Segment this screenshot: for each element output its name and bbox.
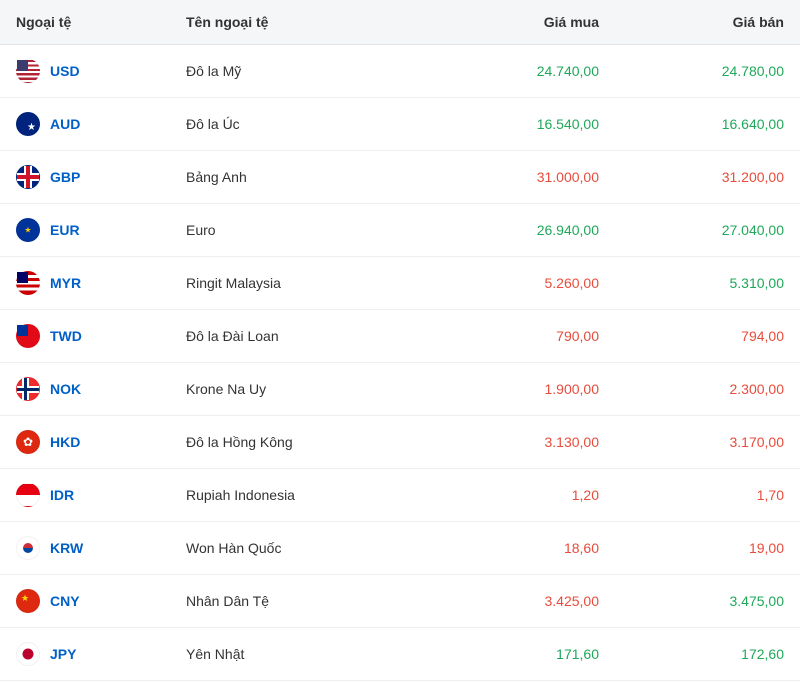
- sell-price: 2.300,00: [615, 363, 800, 416]
- flag-icon: [16, 59, 40, 83]
- table-row: MYR Ringit Malaysia5.260,005.310,00: [0, 257, 800, 310]
- flag-icon: [16, 165, 40, 189]
- table-row: TWD Đô la Đài Loan790,00794,00: [0, 310, 800, 363]
- buy-price: 31.000,00: [430, 151, 615, 204]
- buy-price: 3.130,00: [430, 416, 615, 469]
- currency-cell: KRW: [0, 522, 170, 575]
- buy-price: 16.540,00: [430, 98, 615, 151]
- exchange-rate-table: Ngoại tệ Tên ngoại tệ Giá mua Giá bán US…: [0, 0, 800, 681]
- currency-code-link[interactable]: MYR: [50, 275, 81, 291]
- buy-price: 26.940,00: [430, 204, 615, 257]
- sell-price: 1,70: [615, 469, 800, 522]
- currency-name: Rupiah Indonesia: [170, 469, 430, 522]
- buy-price: 3.425,00: [430, 575, 615, 628]
- currency-name: Ringit Malaysia: [170, 257, 430, 310]
- currency-name: Won Hàn Quốc: [170, 522, 430, 575]
- currency-code-link[interactable]: KRW: [50, 540, 83, 556]
- sell-price: 3.170,00: [615, 416, 800, 469]
- currency-name: Đô la Mỹ: [170, 45, 430, 98]
- table-row: IDR Rupiah Indonesia1,201,70: [0, 469, 800, 522]
- currency-code-link[interactable]: IDR: [50, 487, 74, 503]
- column-header-currency: Ngoại tệ: [0, 0, 170, 45]
- table-row: JPY Yên Nhật171,60172,60: [0, 628, 800, 681]
- currency-cell: AUD: [0, 98, 170, 151]
- column-header-sell: Giá bán: [615, 0, 800, 45]
- currency-cell: USD: [0, 45, 170, 98]
- sell-price: 19,00: [615, 522, 800, 575]
- sell-price: 31.200,00: [615, 151, 800, 204]
- table-row: USD Đô la Mỹ24.740,0024.780,00: [0, 45, 800, 98]
- table-row: KRW Won Hàn Quốc18,6019,00: [0, 522, 800, 575]
- currency-name: Nhân Dân Tệ: [170, 575, 430, 628]
- buy-price: 1.900,00: [430, 363, 615, 416]
- currency-code-link[interactable]: NOK: [50, 381, 81, 397]
- currency-name: Krone Na Uy: [170, 363, 430, 416]
- flag-icon: [16, 483, 40, 507]
- currency-code-link[interactable]: HKD: [50, 434, 80, 450]
- sell-price: 27.040,00: [615, 204, 800, 257]
- currency-name: Đô la Úc: [170, 98, 430, 151]
- sell-price: 3.475,00: [615, 575, 800, 628]
- flag-icon: [16, 642, 40, 666]
- buy-price: 5.260,00: [430, 257, 615, 310]
- flag-icon: [16, 536, 40, 560]
- currency-cell: IDR: [0, 469, 170, 522]
- sell-price: 5.310,00: [615, 257, 800, 310]
- currency-cell: NOK: [0, 363, 170, 416]
- table-header: Ngoại tệ Tên ngoại tệ Giá mua Giá bán: [0, 0, 800, 45]
- flag-icon: [16, 377, 40, 401]
- flag-icon: [16, 589, 40, 613]
- buy-price: 171,60: [430, 628, 615, 681]
- table-row: GBP Bảng Anh31.000,0031.200,00: [0, 151, 800, 204]
- flag-icon: [16, 324, 40, 348]
- currency-cell: GBP: [0, 151, 170, 204]
- sell-price: 794,00: [615, 310, 800, 363]
- sell-price: 172,60: [615, 628, 800, 681]
- sell-price: 24.780,00: [615, 45, 800, 98]
- currency-code-link[interactable]: TWD: [50, 328, 82, 344]
- table-row: AUD Đô la Úc16.540,0016.640,00: [0, 98, 800, 151]
- column-header-name: Tên ngoại tệ: [170, 0, 430, 45]
- currency-cell: EUR: [0, 204, 170, 257]
- buy-price: 790,00: [430, 310, 615, 363]
- currency-cell: HKD: [0, 416, 170, 469]
- currency-code-link[interactable]: EUR: [50, 222, 80, 238]
- currency-cell: TWD: [0, 310, 170, 363]
- table-row: HKD Đô la Hồng Kông3.130,003.170,00: [0, 416, 800, 469]
- currency-name: Yên Nhật: [170, 628, 430, 681]
- table-row: NOK Krone Na Uy1.900,002.300,00: [0, 363, 800, 416]
- currency-code-link[interactable]: USD: [50, 63, 80, 79]
- currency-code-link[interactable]: AUD: [50, 116, 80, 132]
- currency-code-link[interactable]: JPY: [50, 646, 76, 662]
- currency-cell: CNY: [0, 575, 170, 628]
- buy-price: 18,60: [430, 522, 615, 575]
- flag-icon: [16, 112, 40, 136]
- sell-price: 16.640,00: [615, 98, 800, 151]
- currency-cell: JPY: [0, 628, 170, 681]
- currency-code-link[interactable]: GBP: [50, 169, 80, 185]
- flag-icon: [16, 430, 40, 454]
- buy-price: 24.740,00: [430, 45, 615, 98]
- table-body: USD Đô la Mỹ24.740,0024.780,00 AUD Đô la Úc…: [0, 45, 800, 681]
- currency-name: Đô la Hồng Kông: [170, 416, 430, 469]
- table-row: EUR Euro26.940,0027.040,00: [0, 204, 800, 257]
- currency-cell: MYR: [0, 257, 170, 310]
- column-header-buy: Giá mua: [430, 0, 615, 45]
- buy-price: 1,20: [430, 469, 615, 522]
- currency-code-link[interactable]: CNY: [50, 593, 80, 609]
- flag-icon: [16, 271, 40, 295]
- currency-name: Euro: [170, 204, 430, 257]
- currency-name: Bảng Anh: [170, 151, 430, 204]
- currency-name: Đô la Đài Loan: [170, 310, 430, 363]
- table-row: CNY Nhân Dân Tệ3.425,003.475,00: [0, 575, 800, 628]
- flag-icon: [16, 218, 40, 242]
